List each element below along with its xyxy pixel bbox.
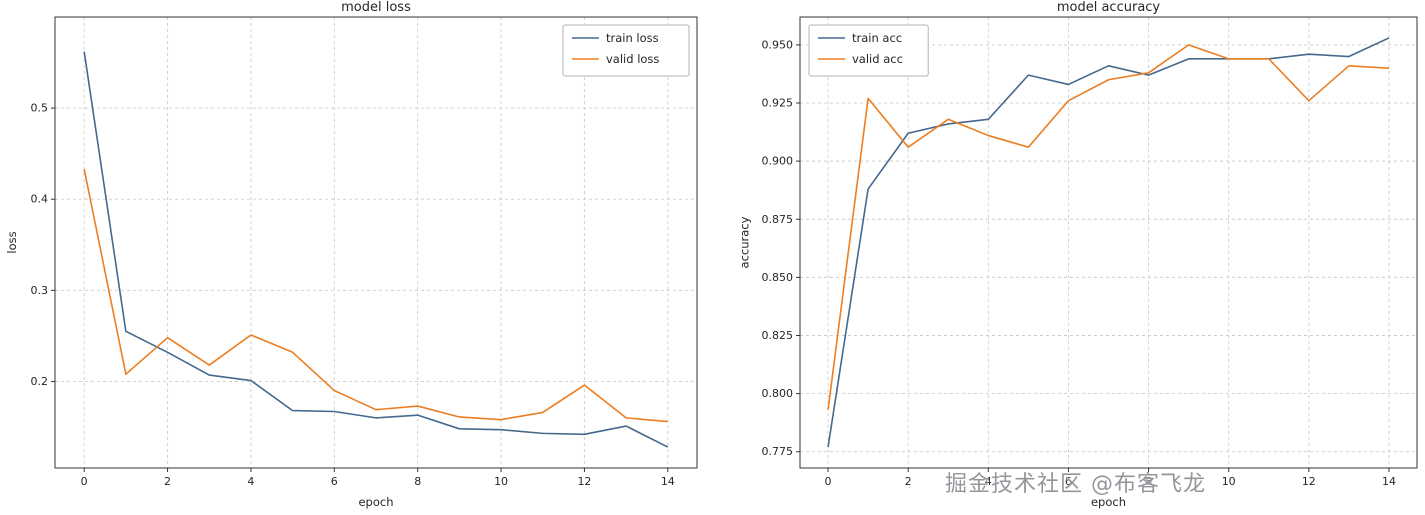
y-tick-label: 0.800 [762, 387, 794, 400]
legend-label: valid acc [852, 52, 903, 66]
legend-label: train loss [606, 31, 659, 45]
y-axis-label: accuracy [738, 216, 752, 268]
x-tick-label: 14 [1382, 475, 1396, 488]
x-tick-label: 4 [985, 475, 992, 488]
chart-title: model loss [341, 0, 411, 15]
x-tick-label: 0 [81, 475, 88, 488]
y-axis-label: loss [5, 231, 19, 253]
y-tick-label: 0.850 [762, 271, 794, 284]
x-tick-label: 0 [825, 475, 832, 488]
train-loss-line [83, 51, 669, 448]
y-tick-label: 0.3 [31, 284, 49, 297]
x-tick-label: 6 [1065, 475, 1072, 488]
valid-loss-line [83, 169, 668, 423]
y-tick-label: 0.925 [762, 97, 794, 110]
y-tick-label: 0.5 [31, 102, 49, 115]
legend-label: valid loss [606, 52, 659, 66]
x-tick-label: 8 [1145, 475, 1152, 488]
train-acc-line [827, 37, 1390, 448]
y-tick-label: 0.950 [762, 38, 794, 51]
legend-label: train acc [852, 31, 902, 45]
model-accuracy-chart: 0 2 4 6 8 10 12 14 0.775 0.800 0.825 0.850 0.875 0.90… [738, 0, 1418, 509]
x-tick-label: 12 [577, 475, 591, 488]
x-tick-label: 4 [247, 475, 254, 488]
x-tick-label: 2 [905, 475, 912, 488]
model-loss-chart: 0 2 4 6 8 10 12 14 0.2 0.3 0.4 0.5 model loss epoch lo… [5, 0, 698, 509]
x-axis-label: epoch [358, 495, 393, 509]
watermark: 掘金技术社区 @布客飞龙 [945, 472, 1206, 497]
x-tick-label: 10 [494, 475, 508, 488]
chart-title: model accuracy [1057, 0, 1161, 15]
valid-acc-line [827, 44, 1389, 410]
x-tick-label: 14 [661, 475, 675, 488]
x-axis-label: epoch [1091, 495, 1126, 509]
y-tick-label: 0.2 [31, 375, 49, 388]
y-tick-label: 0.900 [762, 155, 794, 168]
y-tick-label: 0.775 [762, 445, 794, 458]
y-tick-label: 0.875 [762, 213, 794, 226]
x-tick-label: 8 [414, 475, 421, 488]
y-tick-label: 0.825 [762, 329, 794, 342]
x-tick-label: 6 [331, 475, 338, 488]
plot-frame [54, 16, 698, 469]
x-tick-label: 12 [1302, 475, 1316, 488]
x-tick-label: 10 [1222, 475, 1236, 488]
x-tick-label: 2 [164, 475, 171, 488]
y-tick-label: 0.4 [31, 193, 49, 206]
plot-frame [799, 16, 1418, 469]
